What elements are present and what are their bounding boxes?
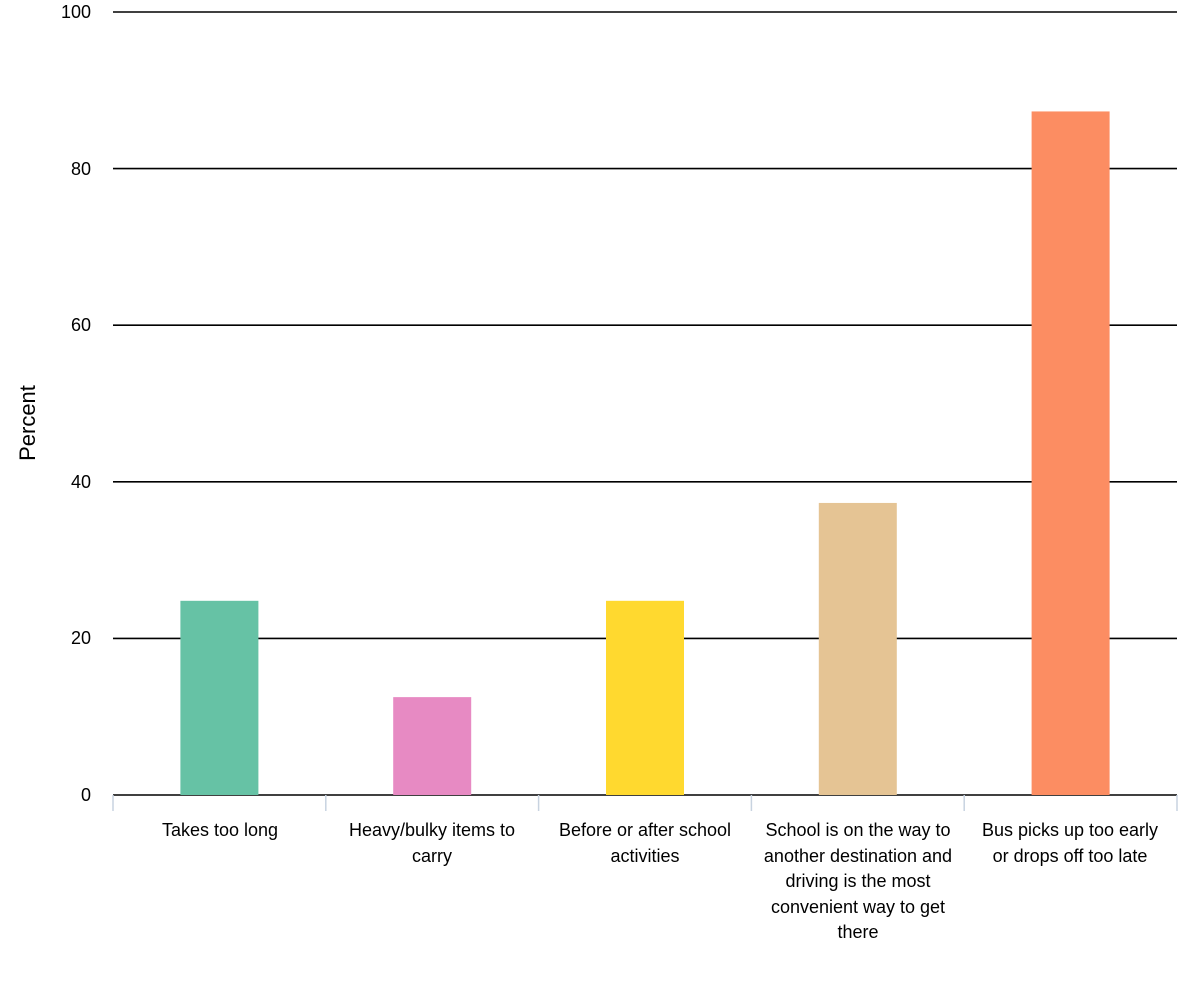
y-tick-label-100: 100 (60, 2, 91, 22)
category-label-school-on-the-way: School is on the way to another destinat… (763, 820, 953, 943)
y-tick-label-80: 80 (70, 158, 91, 179)
category-label-heavy-bulky-items: Heavy/bulky items to carry (348, 820, 516, 866)
y-axis-label: Percent (15, 385, 40, 461)
category-label-bus-schedule: Bus picks up too early or drops off too … (981, 820, 1159, 866)
y-tick-label-0: 0 (80, 785, 91, 805)
bar-5 (1031, 111, 1110, 796)
y-tick-label-20: 20 (70, 628, 91, 649)
category-label-before-after-school: Before or after school activities (558, 820, 732, 866)
bar-3 (606, 600, 684, 795)
bar-4 (818, 502, 897, 795)
category-label-takes-too-long: Takes too long (161, 820, 279, 840)
y-tick-label-60: 60 (70, 315, 91, 336)
bar-2 (393, 697, 472, 795)
bar-1 (180, 600, 259, 795)
y-tick-label-40: 40 (70, 471, 91, 492)
